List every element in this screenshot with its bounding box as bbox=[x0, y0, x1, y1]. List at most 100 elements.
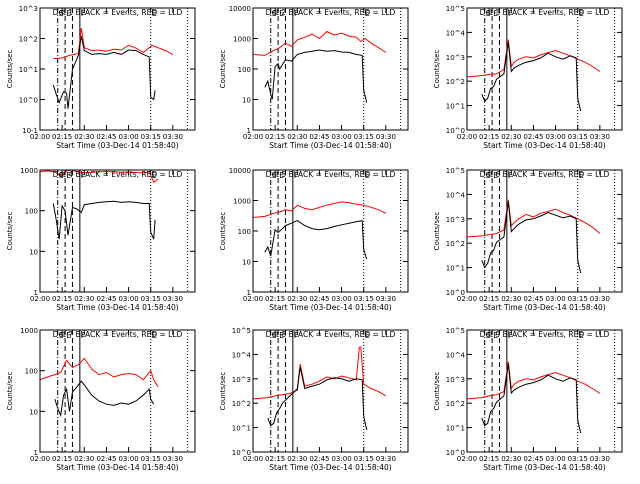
x-tick-label: 02:45 bbox=[309, 455, 329, 463]
event-marker-label: S bbox=[272, 331, 277, 340]
lld-series-line bbox=[253, 346, 387, 400]
lld-series-line bbox=[40, 357, 159, 388]
lld-series-line bbox=[467, 199, 601, 238]
x-tick-label: 02:45 bbox=[96, 133, 116, 141]
plot-frame bbox=[466, 169, 623, 293]
y-tick-label: 10^3 bbox=[232, 376, 251, 384]
x-tick-label: 02:00 bbox=[30, 455, 50, 463]
x-tick-label: 02:15 bbox=[265, 295, 285, 303]
x-tick-label: 02:15 bbox=[52, 455, 72, 463]
event-marker-label: F bbox=[508, 171, 513, 180]
y-tick-label: 10^1 bbox=[446, 265, 465, 273]
lld-series-line bbox=[253, 201, 387, 218]
event-marker-label: E bbox=[152, 171, 157, 180]
x-tick-label: 02:00 bbox=[243, 295, 263, 303]
x-tick-label: 02:30 bbox=[74, 133, 94, 141]
x-tick-label: 02:45 bbox=[96, 295, 116, 303]
plot-frame bbox=[39, 7, 196, 131]
event-marker-label: E bbox=[66, 9, 71, 18]
y-tick-label: 10000 bbox=[229, 167, 251, 175]
panel-det-9: S E F E10^010^110^210^310^410^502:00 02:15 02… bbox=[433, 327, 623, 472]
y-tick-label: 10^2 bbox=[446, 400, 465, 408]
panel-det-6: S E F E10^010^110^210^310^410^502:00 02:15 02… bbox=[433, 167, 623, 312]
panel-det-8: S E F E10^010^110^210^310^410^502:00 02:15 02… bbox=[219, 327, 409, 472]
y-tick-label: 10 bbox=[242, 259, 251, 267]
y-tick-label: 10^2 bbox=[446, 240, 465, 248]
y-tick-label: 1 bbox=[34, 289, 38, 297]
x-tick-label: 02:30 bbox=[287, 133, 307, 141]
y-axis-label: Counts/sec bbox=[433, 50, 441, 89]
event-marker-label: E bbox=[579, 331, 584, 340]
x-tick-label: 03:30 bbox=[376, 133, 396, 141]
x-tick-label: 02:00 bbox=[243, 455, 263, 463]
y-tick-label: 100 bbox=[238, 66, 251, 74]
y-tick-label: 1000 bbox=[20, 167, 38, 175]
lld-series-line bbox=[467, 39, 601, 78]
x-axis-label: Start Time (03-Dec-14 01:58:40) bbox=[483, 141, 605, 150]
event-marker-label: E bbox=[493, 331, 498, 340]
event-marker-label: E bbox=[579, 9, 584, 18]
x-tick-label: 03:00 bbox=[331, 295, 351, 303]
events-series-line bbox=[264, 219, 368, 260]
x-tick-label: 03:00 bbox=[545, 455, 565, 463]
event-marker-label: E bbox=[365, 331, 370, 340]
event-marker-label: E bbox=[279, 331, 284, 340]
plot-frame bbox=[39, 169, 196, 293]
y-axis-label: Counts/sec bbox=[6, 372, 14, 411]
x-tick-label: 03:30 bbox=[590, 295, 610, 303]
y-tick-label: 100 bbox=[238, 228, 251, 236]
y-axis-label: Counts/sec bbox=[6, 212, 14, 251]
y-axis-label: Counts/sec bbox=[6, 50, 14, 89]
y-tick-label: 10^1 bbox=[446, 425, 465, 433]
event-marker-label: S bbox=[272, 9, 277, 18]
x-tick-label: 03:30 bbox=[376, 455, 396, 463]
x-tick-label: 02:00 bbox=[457, 295, 477, 303]
y-tick-label: 10^0 bbox=[232, 449, 251, 457]
x-tick-label: 03:00 bbox=[118, 133, 138, 141]
x-tick-label: 02:30 bbox=[74, 295, 94, 303]
y-tick-label: 10^1 bbox=[19, 66, 38, 74]
y-tick-label: 10^5 bbox=[446, 327, 465, 335]
y-tick-label: 1000 bbox=[20, 327, 38, 335]
event-marker-label: F bbox=[294, 9, 299, 18]
x-axis-label: Start Time (03-Dec-14 01:58:40) bbox=[483, 463, 605, 472]
y-tick-label: 10^5 bbox=[232, 327, 251, 335]
x-tick-label: 03:30 bbox=[590, 133, 610, 141]
y-tick-label: 100 bbox=[25, 368, 38, 376]
y-tick-label: 10^0 bbox=[446, 127, 465, 135]
y-tick-label: 10^4 bbox=[446, 351, 466, 359]
panel-title: Det 7 BLACK = Events, RED = LLD bbox=[53, 330, 183, 339]
events-series-line bbox=[54, 380, 155, 418]
event-marker-label: F bbox=[508, 331, 513, 340]
x-tick-label: 03:30 bbox=[590, 455, 610, 463]
lld-series-line bbox=[53, 28, 174, 60]
events-series-line bbox=[267, 367, 368, 431]
x-tick-label: 02:15 bbox=[52, 133, 72, 141]
y-tick-label: 10 bbox=[29, 248, 38, 256]
x-tick-label: 02:15 bbox=[479, 295, 499, 303]
y-tick-label: 10^2 bbox=[232, 400, 251, 408]
y-tick-label: 10^2 bbox=[446, 78, 465, 86]
lld-series-line bbox=[40, 170, 159, 183]
event-marker-label: S bbox=[486, 331, 491, 340]
x-tick-label: 02:15 bbox=[265, 455, 285, 463]
x-tick-label: 03:15 bbox=[354, 133, 374, 141]
y-tick-label: 10^4 bbox=[232, 351, 252, 359]
event-marker-label: E bbox=[152, 331, 157, 340]
x-axis-label: Start Time (03-Dec-14 01:58:40) bbox=[269, 141, 391, 150]
y-axis-label: Counts/sec bbox=[219, 212, 227, 251]
event-marker-label: S bbox=[486, 171, 491, 180]
plot-frame bbox=[252, 7, 409, 131]
x-tick-label: 03:00 bbox=[545, 133, 565, 141]
event-marker-label: E bbox=[579, 171, 584, 180]
x-tick-label: 02:15 bbox=[265, 133, 285, 141]
y-tick-label: 1 bbox=[247, 127, 251, 135]
lld-series-line bbox=[253, 30, 387, 56]
x-tick-label: 03:15 bbox=[141, 133, 161, 141]
x-tick-label: 02:30 bbox=[501, 295, 521, 303]
x-tick-label: 02:00 bbox=[30, 133, 50, 141]
y-tick-label: 10^3 bbox=[446, 216, 465, 224]
x-tick-label: 02:15 bbox=[479, 133, 499, 141]
x-tick-label: 02:45 bbox=[523, 295, 543, 303]
y-tick-label: 10-1 bbox=[22, 127, 38, 135]
